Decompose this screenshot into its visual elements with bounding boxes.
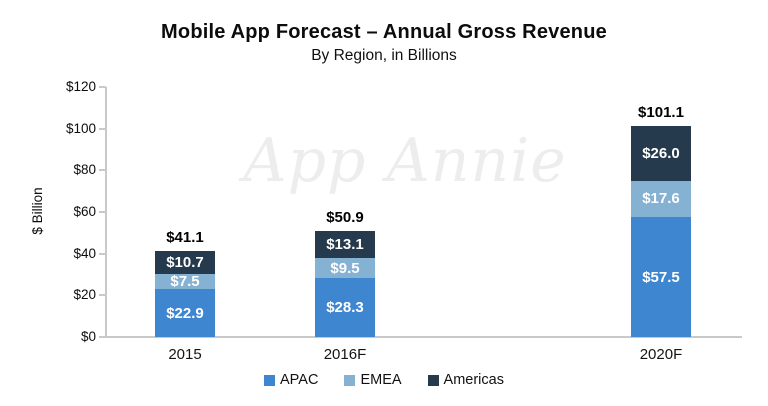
y-tick-label: $120: [65, 79, 96, 94]
legend-swatch-icon: [264, 374, 276, 386]
bar-segment-emea: $9.5: [315, 258, 375, 279]
bar-total-label: $50.9: [326, 208, 364, 226]
chart-subtitle: By Region, in Billions: [311, 47, 457, 64]
app-annie-watermark: App Annie: [243, 126, 567, 196]
x-tick-label: 2015: [168, 346, 202, 363]
y-tick-label: $80: [73, 162, 96, 178]
x-tick-label: 2016F: [323, 346, 367, 363]
y-tick-label: $100: [65, 120, 96, 136]
y-tick-label: $60: [73, 204, 96, 219]
y-tick-mark: [99, 127, 106, 130]
legend-item-americas: Americas: [427, 372, 504, 388]
segment-value-label: $28.3: [326, 299, 364, 316]
chart-title: Mobile App Forecast – Annual Gross Reven…: [161, 21, 607, 43]
segment-value-label: $10.7: [166, 254, 204, 272]
segment-value-label: $17.6: [642, 190, 680, 208]
legend-label: EMEA: [360, 372, 402, 388]
bar-group-2020f: $57.5 $17.6 $26.0: [631, 126, 691, 337]
y-tick-mark: [99, 86, 106, 88]
bar-segment-americas: $13.1: [315, 230, 375, 259]
bar-segment-emea: $17.6: [631, 180, 691, 218]
legend-swatch-icon: [344, 374, 356, 386]
segment-value-label: $26.0: [642, 144, 680, 162]
bar-segment-apac: $28.3: [315, 278, 375, 337]
x-axis-line: [105, 336, 742, 338]
bar-segment-americas: $10.7: [155, 251, 215, 274]
x-tick-label: 2020F: [639, 346, 683, 363]
legend-swatch-icon: [427, 374, 439, 386]
y-tick-mark: [99, 336, 106, 338]
bar-group-2015: $22.9 $7.5 $10.7: [155, 251, 215, 337]
bar-segment-americas: $26.0: [631, 126, 691, 181]
y-tick-label: $0: [80, 329, 96, 344]
segment-value-label: $7.5: [170, 272, 200, 290]
legend-item-emea: EMEA: [344, 372, 402, 388]
bar-segment-apac: $57.5: [631, 217, 691, 337]
legend-label: APAC: [280, 372, 319, 388]
y-axis-line: [105, 87, 107, 338]
y-tick-mark: [99, 252, 106, 255]
legend-label: Americas: [443, 372, 504, 388]
segment-value-label: $22.9: [166, 304, 204, 322]
y-tick-label: $40: [73, 245, 96, 261]
y-tick-label: $20: [73, 287, 96, 303]
legend-item-apac: APAC: [264, 372, 318, 388]
bar-total-label: $41.1: [166, 229, 204, 247]
y-tick-mark: [99, 211, 106, 213]
bar-group-2016f: $28.3 $9.5 $13.1: [315, 230, 375, 337]
bar-segment-emea: $7.5: [155, 272, 215, 290]
y-tick-mark: [99, 169, 106, 172]
bar-total-label: $101.1: [638, 104, 684, 122]
segment-value-label: $57.5: [642, 268, 680, 286]
segment-value-label: $9.5: [330, 259, 360, 277]
legend: APAC EMEA Americas: [0, 372, 768, 388]
segment-value-label: $13.1: [326, 236, 364, 254]
bar-segment-apac: $22.9: [155, 289, 215, 337]
y-tick-mark: [99, 294, 106, 297]
